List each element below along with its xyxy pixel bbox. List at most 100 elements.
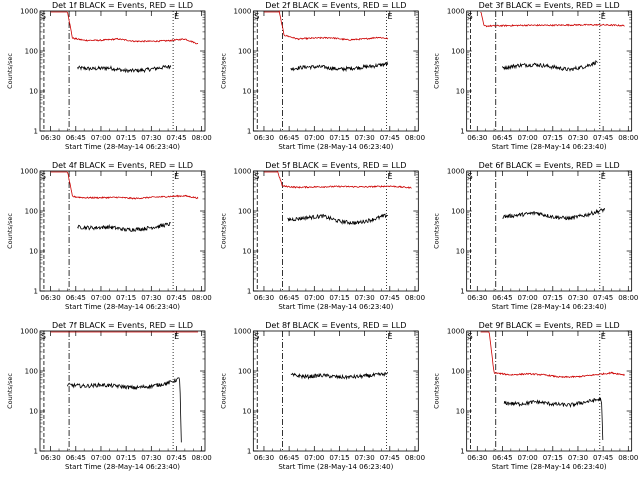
y-tick-label: 10 [456,248,465,256]
x-axis-label: Start Time (28-May-14 06:23:40) [65,303,180,311]
chart-panel-1: Det 1f BLACK = Events, RED = LLD 1 10 100 10… [6,1,212,151]
x-tick-label: 08:00 [405,294,425,302]
x-tick-label: 06:45 [492,454,512,462]
x-tick-label: 06:30 [254,134,274,142]
y-tick-label: 100 [238,368,251,376]
x-tick-label: 07:00 [304,294,324,302]
y-tick-label: 10 [456,408,465,416]
x-axis-label: Start Time (28-May-14 06:23:40) [492,463,607,471]
y-tick-label: 10 [29,408,38,416]
y-axis-label: Counts/sec [6,53,14,89]
plot-frame [39,330,206,452]
y-tick-label: 1 [34,128,38,136]
plot-frame [39,170,206,292]
chart-panel-7: Det 7f BLACK = Events, RED = LLD 1 10 100 10… [6,321,212,471]
y-tick-label: 1000 [234,168,252,176]
y-axis-label: Counts/sec [433,373,441,409]
x-tick-label: 07:30 [141,134,161,142]
y-tick-label: 100 [451,368,464,376]
x-tick-label: 07:45 [166,454,186,462]
x-axis-label: Start Time (28-May-14 06:23:40) [278,303,393,311]
y-tick-label: 1 [460,288,464,296]
x-axis-label: Start Time (28-May-14 06:23:40) [278,143,393,151]
x-tick-label: 06:30 [254,294,274,302]
x-tick-label: 07:15 [116,454,136,462]
y-tick-label: 100 [25,368,38,376]
series-line-events [287,213,388,226]
x-tick-label: 07:30 [355,454,375,462]
series-line-events [502,207,606,221]
x-axis-label: Start Time (28-May-14 06:23:40) [65,143,180,151]
y-axis-label: Counts/sec [6,213,14,249]
x-tick-label: 08:00 [618,294,638,302]
chart-panel-5: Det 5f BLACK = Events, RED = LLD 1 10 100 10… [219,161,425,311]
x-tick-label: 06:30 [41,134,61,142]
series-line-lld [50,171,199,200]
chart-title: Det 4f BLACK = Events, RED = LLD [52,161,193,170]
x-tick-label: 06:30 [467,134,487,142]
x-tick-label: 08:00 [192,294,212,302]
x-tick-label: 07:00 [91,134,111,142]
end-marker-label: E [601,12,606,21]
y-tick-label: 100 [238,208,251,216]
end-marker-label: E [387,172,392,181]
y-tick-label: 1000 [20,168,38,176]
x-tick-label: 06:45 [492,294,512,302]
plot-frame [466,170,633,292]
series-line-events [67,377,182,443]
y-tick-label: 1000 [447,168,465,176]
chart-panel-9: Det 9f BLACK = Events, RED = LLD 1 10 100 10… [433,321,639,471]
y-tick-label: 10 [29,248,38,256]
y-tick-label: 1000 [447,328,465,336]
x-tick-label: 07:00 [304,134,324,142]
x-tick-label: 07:30 [355,134,375,142]
start-marker-label: S [41,12,46,21]
x-tick-label: 07:30 [568,294,588,302]
plot-frame [466,10,633,132]
y-tick-label: 1 [460,448,464,456]
start-marker-label: S [41,332,46,341]
plot-frame [466,330,633,452]
y-tick-label: 1000 [20,328,38,336]
y-tick-label: 10 [242,88,251,96]
y-tick-label: 1 [247,128,251,136]
series-line-events [503,397,604,441]
x-tick-label: 06:45 [66,294,86,302]
x-tick-label: 07:15 [329,294,349,302]
y-tick-label: 100 [451,48,464,56]
x-tick-label: 07:15 [116,294,136,302]
chart-panel-2: Det 2f BLACK = Events, RED = LLD 1 10 100 10… [219,1,425,151]
x-axis-label: Start Time (28-May-14 06:23:40) [492,143,607,151]
y-tick-label: 100 [25,48,38,56]
x-tick-label: 07:45 [593,294,613,302]
x-tick-label: 06:30 [254,454,274,462]
x-axis-label: Start Time (28-May-14 06:23:40) [65,463,180,471]
x-tick-label: 06:45 [279,134,299,142]
chart-title: Det 6f BLACK = Events, RED = LLD [479,161,620,170]
x-tick-label: 06:45 [492,134,512,142]
x-tick-label: 06:30 [467,454,487,462]
x-tick-label: 08:00 [192,454,212,462]
x-tick-label: 06:30 [41,294,61,302]
x-tick-label: 07:15 [543,134,563,142]
end-marker-label: E [174,12,179,21]
start-marker-label: S [468,172,473,181]
start-marker-label: S [254,172,259,181]
x-tick-label: 07:45 [380,294,400,302]
chart-title: Det 9f BLACK = Events, RED = LLD [479,321,620,330]
plot-frame [39,10,206,132]
x-tick-label: 07:45 [593,134,613,142]
plot-frame [252,10,419,132]
y-tick-label: 1000 [20,8,38,16]
y-tick-label: 1 [34,448,38,456]
start-marker-label: S [468,12,473,21]
plot-frame [252,170,419,292]
end-marker-label: E [387,332,392,341]
end-marker-label: E [174,172,179,181]
x-tick-label: 07:45 [380,134,400,142]
x-tick-label: 06:45 [66,134,86,142]
start-marker-label: S [254,332,259,341]
series-line-lld [50,11,199,45]
start-marker-label: S [41,172,46,181]
y-tick-label: 1000 [234,328,252,336]
